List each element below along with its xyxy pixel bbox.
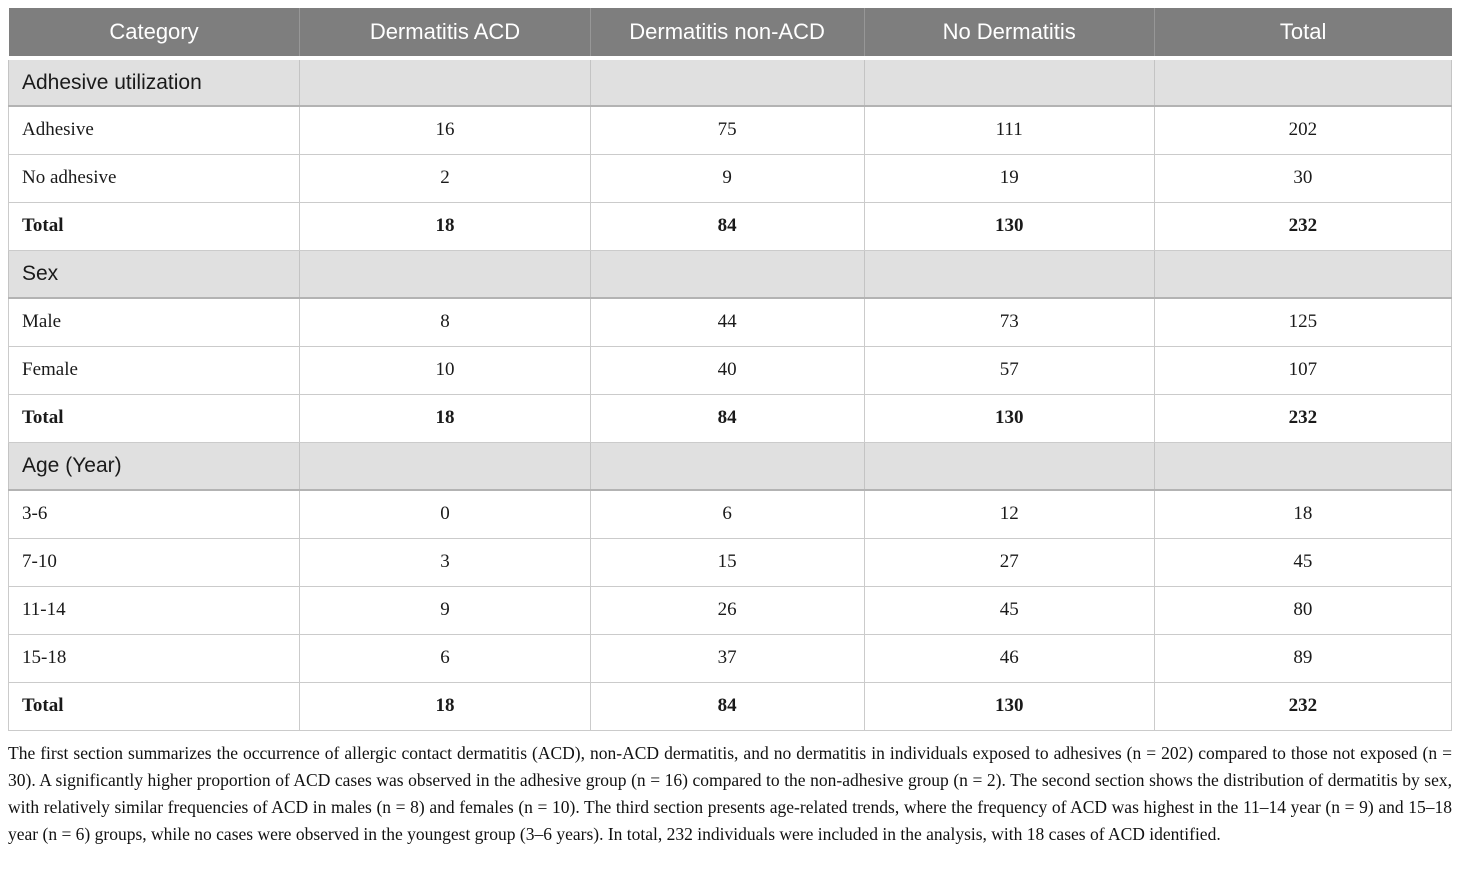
section-empty-cell xyxy=(589,57,865,107)
section-row: Age (Year) xyxy=(7,441,1453,491)
section-title: Age (Year) xyxy=(7,441,301,491)
value-cell: 18 xyxy=(299,681,591,731)
section-empty-cell xyxy=(863,57,1155,107)
section-empty-cell xyxy=(299,57,591,107)
section-empty-cell xyxy=(1153,57,1453,107)
value-cell: 45 xyxy=(1153,537,1453,587)
section-title: Sex xyxy=(7,249,301,299)
row-label: Total xyxy=(7,201,301,251)
row-label: 3-6 xyxy=(7,489,301,539)
value-cell: 125 xyxy=(1153,297,1453,347)
table-row: 11-14 9 26 45 80 xyxy=(7,585,1453,635)
value-cell: 40 xyxy=(589,345,865,395)
table-row: 3-6 0 6 12 18 xyxy=(7,489,1453,539)
value-cell: 9 xyxy=(589,153,865,203)
value-cell: 6 xyxy=(299,633,591,683)
value-cell: 19 xyxy=(863,153,1155,203)
section-empty-cell xyxy=(299,441,591,491)
value-cell: 18 xyxy=(1153,489,1453,539)
value-cell: 16 xyxy=(299,105,591,155)
row-label: Male xyxy=(7,297,301,347)
section-row: Sex xyxy=(7,249,1453,299)
section-empty-cell xyxy=(589,249,865,299)
column-header-total: Total xyxy=(1153,8,1452,60)
value-cell: 8 xyxy=(299,297,591,347)
table-row: Female 10 40 57 107 xyxy=(7,345,1453,395)
section-empty-cell xyxy=(863,441,1155,491)
value-cell: 30 xyxy=(1153,153,1453,203)
column-header-dermatitis-acd: Dermatitis ACD xyxy=(299,8,591,60)
column-header-category: Category xyxy=(8,8,300,60)
value-cell: 45 xyxy=(863,585,1155,635)
table-row: No adhesive 2 9 19 30 xyxy=(7,153,1453,203)
column-header-no-dermatitis: No Dermatitis xyxy=(863,8,1155,60)
value-cell: 57 xyxy=(863,345,1155,395)
section-empty-cell xyxy=(863,249,1155,299)
value-cell: 84 xyxy=(589,201,865,251)
row-label: Total xyxy=(7,393,301,443)
value-cell: 130 xyxy=(863,393,1155,443)
value-cell: 73 xyxy=(863,297,1155,347)
row-label: 15-18 xyxy=(7,633,301,683)
table-header-row: Category Dermatitis ACD Dermatitis non-A… xyxy=(8,8,1452,60)
row-label: Adhesive xyxy=(7,105,301,155)
value-cell: 46 xyxy=(863,633,1155,683)
total-row: Total 18 84 130 232 xyxy=(7,201,1453,251)
row-label: Total xyxy=(7,681,301,731)
value-cell: 15 xyxy=(589,537,865,587)
value-cell: 18 xyxy=(299,201,591,251)
section-empty-cell xyxy=(1153,441,1453,491)
value-cell: 232 xyxy=(1153,393,1453,443)
value-cell: 0 xyxy=(299,489,591,539)
row-label: 11-14 xyxy=(7,585,301,635)
value-cell: 44 xyxy=(589,297,865,347)
value-cell: 3 xyxy=(299,537,591,587)
value-cell: 130 xyxy=(863,201,1155,251)
row-label: 7-10 xyxy=(7,537,301,587)
value-cell: 37 xyxy=(589,633,865,683)
row-label: Female xyxy=(7,345,301,395)
value-cell: 232 xyxy=(1153,201,1453,251)
table-row: 7-10 3 15 27 45 xyxy=(7,537,1453,587)
value-cell: 6 xyxy=(589,489,865,539)
value-cell: 26 xyxy=(589,585,865,635)
section-empty-cell xyxy=(1153,249,1453,299)
section-row: Adhesive utilization xyxy=(7,57,1453,107)
total-row: Total 18 84 130 232 xyxy=(7,393,1453,443)
value-cell: 80 xyxy=(1153,585,1453,635)
section-title: Adhesive utilization xyxy=(7,57,301,107)
value-cell: 107 xyxy=(1153,345,1453,395)
dermatitis-summary-table: Category Dermatitis ACD Dermatitis non-A… xyxy=(7,8,1453,731)
value-cell: 84 xyxy=(589,681,865,731)
value-cell: 84 xyxy=(589,393,865,443)
row-label: No adhesive xyxy=(7,153,301,203)
value-cell: 202 xyxy=(1153,105,1453,155)
table-footnote: The first section summarizes the occurre… xyxy=(8,742,1452,844)
column-header-dermatitis-nonacd: Dermatitis non-ACD xyxy=(589,8,865,60)
value-cell: 18 xyxy=(299,393,591,443)
value-cell: 75 xyxy=(589,105,865,155)
value-cell: 89 xyxy=(1153,633,1453,683)
section-empty-cell xyxy=(299,249,591,299)
value-cell: 232 xyxy=(1153,681,1453,731)
value-cell: 111 xyxy=(863,105,1155,155)
value-cell: 130 xyxy=(863,681,1155,731)
table-row: Male 8 44 73 125 xyxy=(7,297,1453,347)
value-cell: 10 xyxy=(299,345,591,395)
section-empty-cell xyxy=(589,441,865,491)
table-row: Adhesive 16 75 111 202 xyxy=(7,105,1453,155)
value-cell: 2 xyxy=(299,153,591,203)
value-cell: 12 xyxy=(863,489,1155,539)
value-cell: 27 xyxy=(863,537,1155,587)
value-cell: 9 xyxy=(299,585,591,635)
total-row: Total 18 84 130 232 xyxy=(7,681,1453,731)
table-row: 15-18 6 37 46 89 xyxy=(7,633,1453,683)
